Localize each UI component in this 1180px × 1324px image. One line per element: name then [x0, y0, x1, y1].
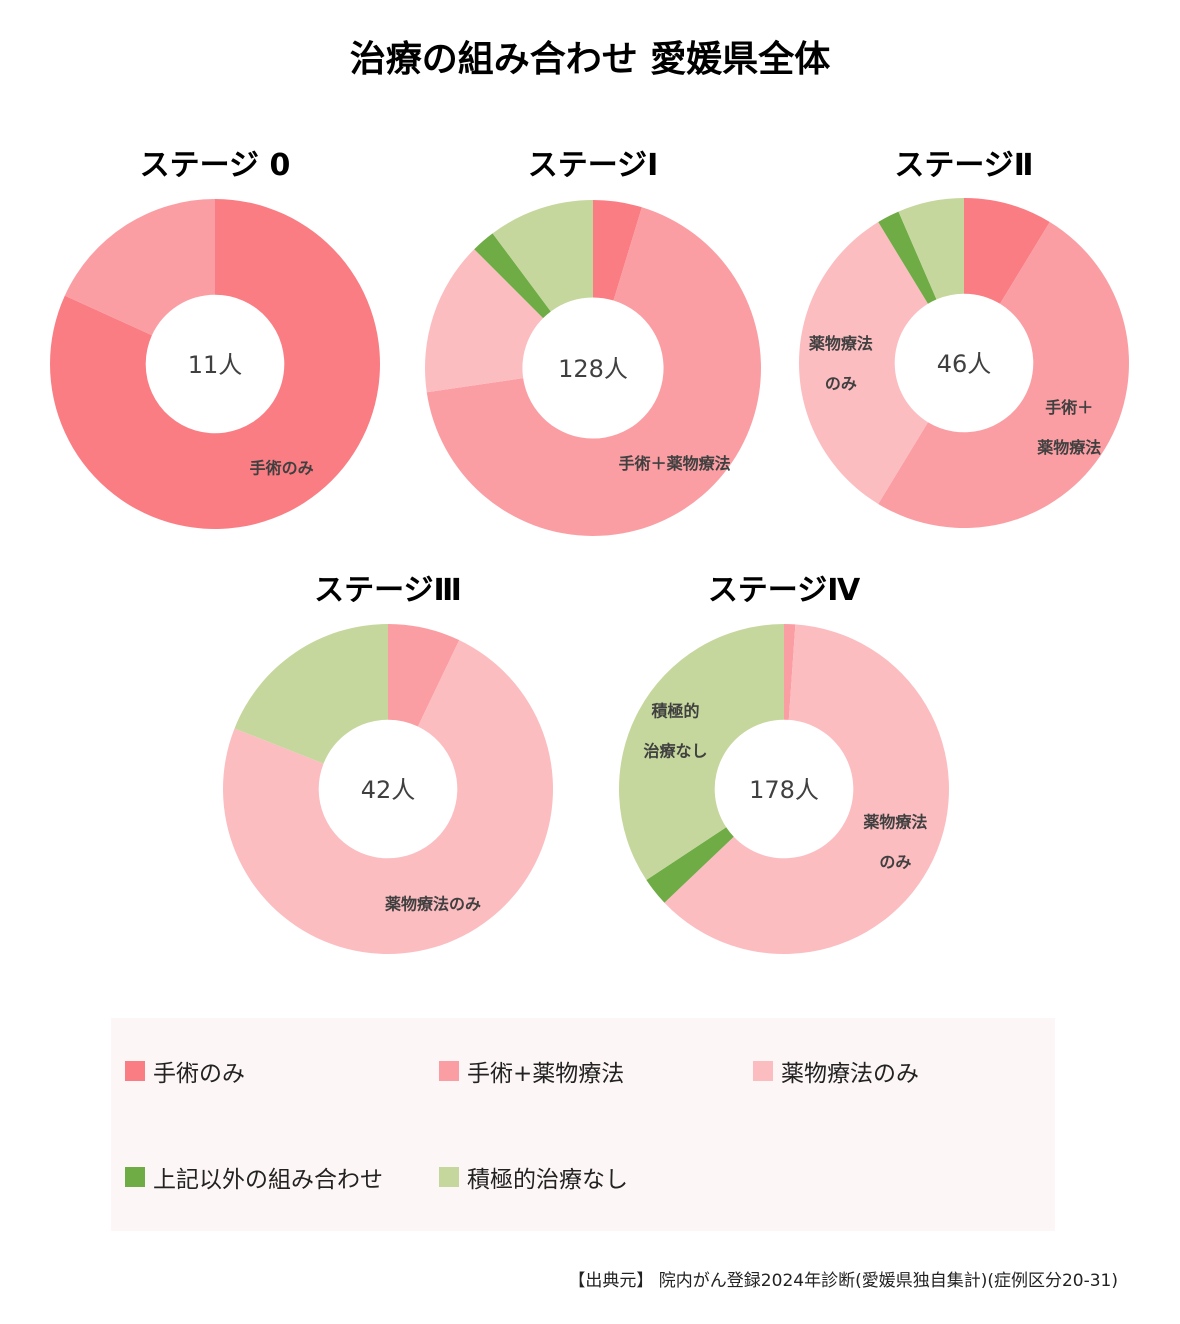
slice-surgery-only — [964, 198, 1050, 304]
page-title: 治療の組み合わせ 愛媛県全体 — [349, 39, 831, 80]
chart-title-4: ステージⅣ — [707, 573, 861, 608]
center-count: 11人 — [188, 351, 243, 379]
legend-item-no-treatment: 積極的治療なし — [439, 1160, 628, 1194]
chart-title-2: ステージⅡ — [894, 148, 1034, 183]
slice-no-treatment — [619, 624, 784, 881]
center-count: 128人 — [558, 355, 628, 383]
slice-surgery-drug — [64, 199, 215, 336]
slice-label: 手術＋薬物療法 — [1036, 398, 1101, 457]
slice-label: 薬物療法のみ — [862, 812, 927, 871]
slice-other-combo — [474, 233, 551, 319]
slice-no-treatment — [234, 624, 388, 764]
slice-drug-only — [664, 624, 949, 954]
legend-swatch — [125, 1167, 145, 1187]
legend-swatch — [753, 1061, 773, 1081]
slice-drug-only — [799, 222, 928, 504]
chart-title-1: ステージⅠ — [527, 148, 659, 183]
slice-label: 手術＋薬物療法 — [619, 454, 731, 473]
legend-label: 手術のみ — [153, 1061, 245, 1087]
legend-swatch — [439, 1167, 459, 1187]
slice-surgery-drug — [388, 624, 460, 727]
legend-item-surgery-only: 手術のみ — [125, 1054, 245, 1088]
slice-other-combo — [878, 211, 937, 304]
legend-item-surgery-drug: 手術+薬物療法 — [439, 1054, 624, 1088]
center-count: 42人 — [361, 776, 416, 804]
slice-surgery-drug — [878, 222, 1129, 528]
source-note: 【出典元】 院内がん登録2024年診断(愛媛県独自集計)(症例区分20-31) — [568, 1271, 1118, 1291]
slice-other-combo — [646, 827, 734, 903]
legend-label: 薬物療法のみ — [781, 1061, 919, 1087]
legend-swatch — [439, 1061, 459, 1081]
legend: 手術のみ 手術+薬物療法 薬物療法のみ上記以外の組み合わせ 積極的治療なし — [111, 1018, 1055, 1231]
slice-no-treatment — [492, 200, 593, 312]
center-count: 46人 — [937, 350, 992, 378]
slice-label: 積極的治療なし — [644, 702, 708, 761]
legend-item-drug-only: 薬物療法のみ — [753, 1054, 919, 1088]
chart-title-0: ステージ 0 — [139, 148, 291, 183]
slice-label: 手術のみ — [250, 459, 314, 478]
chart-title-3: ステージⅢ — [314, 573, 462, 608]
slice-label: 薬物療法のみ — [808, 334, 873, 393]
slice-surgery-drug — [426, 207, 761, 536]
legend-item-other-combo: 上記以外の組み合わせ — [125, 1160, 383, 1194]
center-count: 178人 — [749, 776, 819, 804]
legend-label: 手術+薬物療法 — [467, 1061, 625, 1087]
legend-swatch — [125, 1061, 145, 1081]
slice-surgery-only — [49, 199, 381, 529]
slice-drug-only — [222, 640, 553, 954]
legend-label: 積極的治療なし — [467, 1167, 628, 1193]
slice-surgery-only — [593, 200, 642, 301]
slice-no-treatment — [898, 198, 964, 300]
slice-label: 薬物療法のみ — [384, 895, 481, 914]
slice-drug-only — [425, 249, 544, 393]
slice-surgery-drug — [784, 624, 796, 720]
legend-label: 上記以外の組み合わせ — [153, 1167, 383, 1193]
